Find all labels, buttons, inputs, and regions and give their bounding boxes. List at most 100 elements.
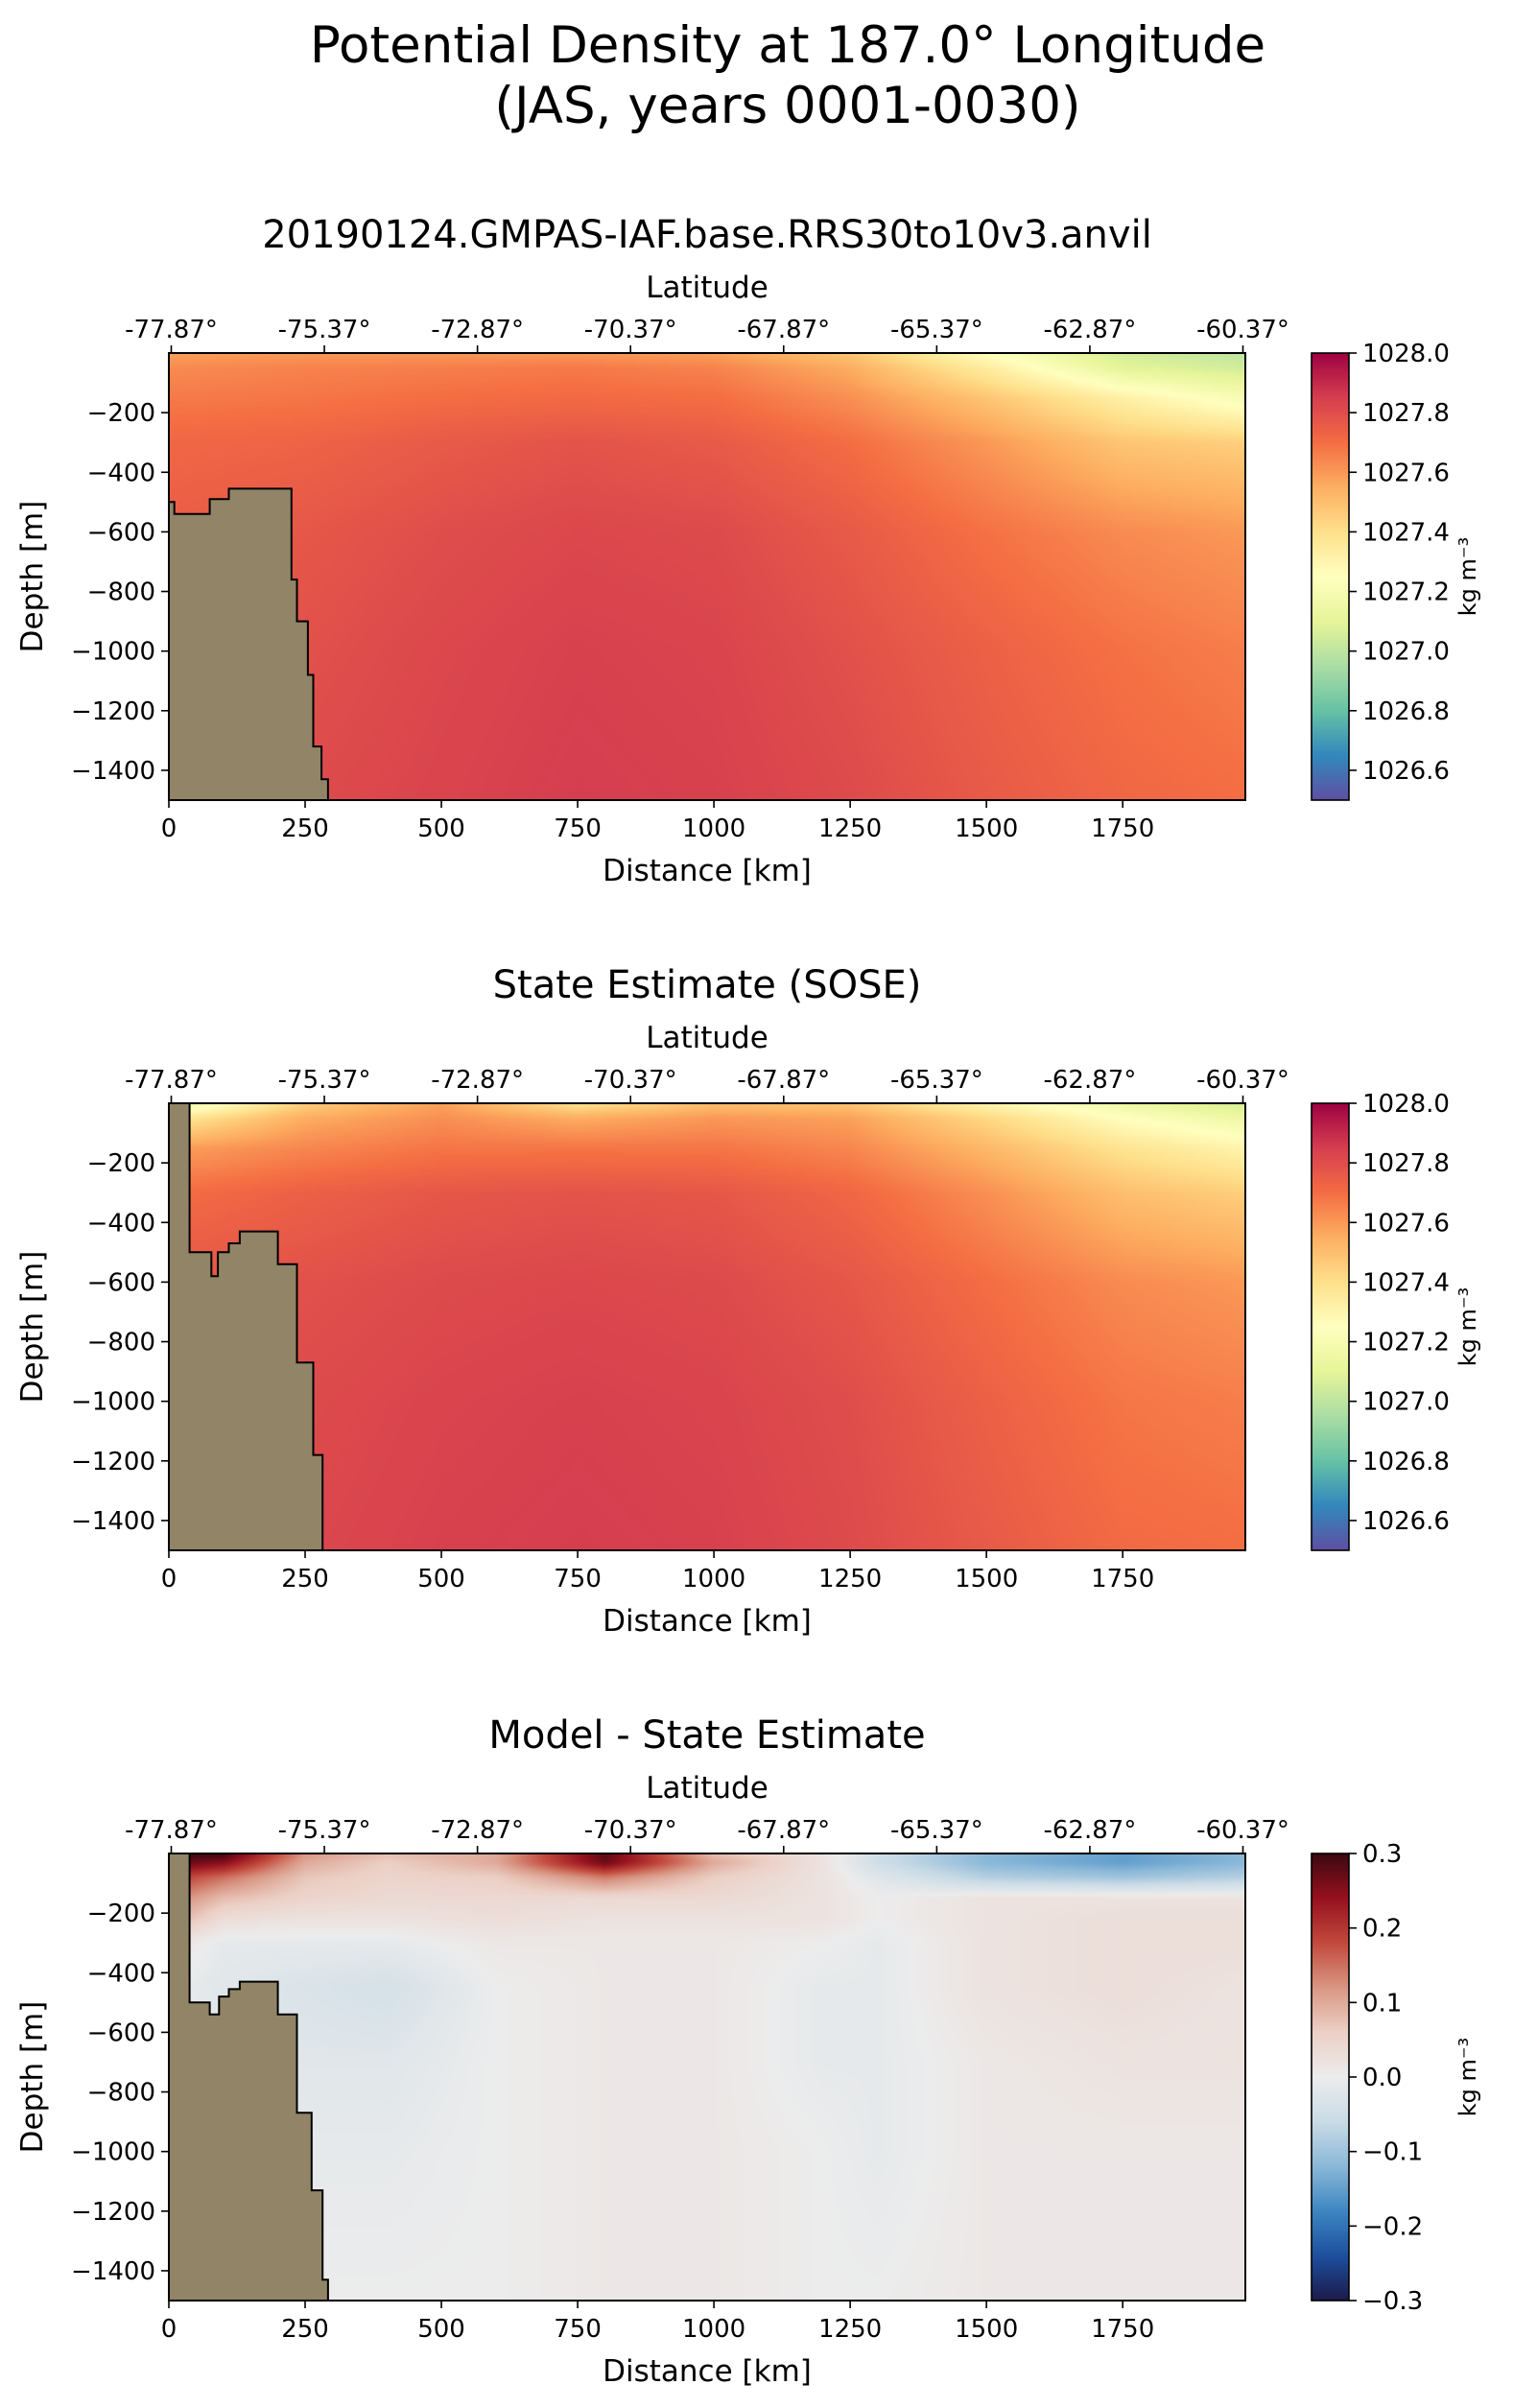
lat-tick-label: -70.37° [584,316,677,344]
lat-tick-label: -65.37° [890,1816,983,1845]
y-tick-label: −200 [87,399,155,428]
colorbar [1311,1102,1350,1551]
x-tick-label: 500 [417,814,465,843]
y-tick-label: −200 [87,1900,155,1928]
panels: 20190124.GMPAS-IAF.base.RRS30to10v3.anvi… [15,213,1481,2389]
colorbar-tick-label: 0.2 [1362,1915,1402,1944]
lat-tick-label: -67.87° [737,1816,830,1845]
land-mask [168,1102,324,1551]
lat-tick-label: -62.87° [1044,1816,1137,1845]
colorbar-tick-label: 1027.8 [1362,1149,1450,1178]
lat-tick-label: -65.37° [890,316,983,344]
lat-tick-label: -60.37° [1196,316,1289,344]
y-tick-label: −1000 [71,638,155,667]
colorbar-tick-label: 1026.6 [1362,1507,1450,1536]
lat-tick-label: -77.87° [125,1816,218,1845]
x-axis-label: Distance [km] [603,2354,812,2389]
x-tick-label: 1500 [955,1565,1018,1594]
x-tick-label: 1000 [682,1565,745,1594]
latitude-axis-label: Latitude [646,271,768,305]
x-tick-label: 1000 [682,814,745,843]
colorbar-tick-label: −0.1 [1362,2138,1423,2167]
y-axis-label: Depth [m] [15,2001,50,2154]
colorbar-label: kg m⁻³ [1454,537,1481,616]
lat-tick-label: -72.87° [431,1066,524,1095]
lat-tick-label: -77.87° [125,316,218,344]
x-tick-label: 1250 [818,2315,882,2344]
x-tick-label: 250 [281,1565,329,1594]
y-tick-label: −1200 [71,697,155,726]
plot-frame [168,1853,1246,2302]
colorbar-label: kg m⁻³ [1454,1287,1481,1366]
lat-tick-label: -60.37° [1196,1816,1289,1845]
colorbar-tick-label: 1027.4 [1362,1268,1450,1297]
y-tick-label: −1400 [71,757,155,786]
y-tick-label: −600 [87,518,155,547]
x-tick-label: 1750 [1091,1565,1154,1594]
x-tick-label: 750 [554,814,602,843]
y-tick-label: −800 [87,578,155,607]
y-axis-label: Depth [m] [15,501,50,653]
lat-tick-label: -67.87° [737,316,830,344]
colorbar-tick-label: 1027.6 [1362,459,1450,487]
y-tick-label: −600 [87,2018,155,2047]
lat-tick-label: -65.37° [890,1066,983,1095]
lat-tick-label: -62.87° [1044,316,1137,344]
land-mask [168,1853,329,2302]
y-tick-label: −1000 [71,1388,155,1417]
panel-title: State Estimate (SOSE) [493,963,922,1007]
colorbar-tick-label: 0.0 [1362,2064,1402,2092]
figure-title-line2: (JAS, years 0001-0030) [494,77,1080,135]
colorbar-tick-label: 1026.8 [1362,1448,1450,1476]
x-tick-label: 1000 [682,2315,745,2344]
x-tick-label: 0 [161,1565,177,1594]
colorbar-tick-label: 1027.0 [1362,638,1450,667]
y-tick-label: −800 [87,2079,155,2108]
x-tick-label: 1500 [955,814,1018,843]
heatmap-field [169,1103,1245,1550]
x-tick-label: 500 [417,1565,465,1594]
lat-tick-label: -70.37° [584,1066,677,1095]
panel-title: 20190124.GMPAS-IAF.base.RRS30to10v3.anvi… [262,213,1152,257]
colorbar-label: kg m⁻³ [1454,2038,1481,2116]
lat-tick-label: -77.87° [125,1066,218,1095]
y-axis-label: Depth [m] [15,1251,50,1404]
x-tick-label: 500 [417,2315,465,2344]
y-tick-label: −1000 [71,2138,155,2167]
plot-frame [168,352,1246,801]
y-tick-label: −200 [87,1149,155,1178]
colorbar [1311,352,1350,801]
x-tick-label: 1750 [1091,814,1154,843]
colorbar-tick-label: 1027.2 [1362,578,1450,607]
y-tick-label: −400 [87,1209,155,1238]
x-tick-label: 1750 [1091,2315,1154,2344]
lat-tick-label: -72.87° [431,1816,524,1845]
lat-tick-label: -72.87° [431,316,524,344]
lat-tick-label: -75.37° [278,316,371,344]
land-mask [168,487,329,801]
colorbar-tick-label: −0.2 [1362,2212,1423,2241]
latitude-axis-label: Latitude [646,1021,768,1055]
lat-tick-label: -67.87° [737,1066,830,1095]
y-tick-label: −400 [87,1959,155,1988]
colorbar-tick-label: −0.3 [1362,2287,1423,2316]
heatmap-field [169,1853,1245,2301]
y-tick-label: −1400 [71,1507,155,1536]
y-tick-label: −400 [87,459,155,487]
x-tick-label: 250 [281,814,329,843]
colorbar-tick-label: 1028.0 [1362,340,1450,368]
colorbar [1311,1853,1350,2302]
colorbar-tick-label: 0.1 [1362,1989,1402,2018]
y-tick-label: −1200 [71,1448,155,1476]
y-tick-label: −1400 [71,2257,155,2286]
x-tick-label: 0 [161,2315,177,2344]
colorbar-tick-label: 1026.6 [1362,757,1450,786]
x-tick-label: 750 [554,1565,602,1594]
figure-title-line1: Potential Density at 187.0° Longitude [310,16,1265,75]
y-tick-label: −800 [87,1329,155,1357]
lat-tick-label: -75.37° [278,1066,371,1095]
y-tick-label: −1200 [71,2198,155,2227]
colorbar-tick-label: 1027.2 [1362,1329,1450,1357]
lat-tick-label: -60.37° [1196,1066,1289,1095]
